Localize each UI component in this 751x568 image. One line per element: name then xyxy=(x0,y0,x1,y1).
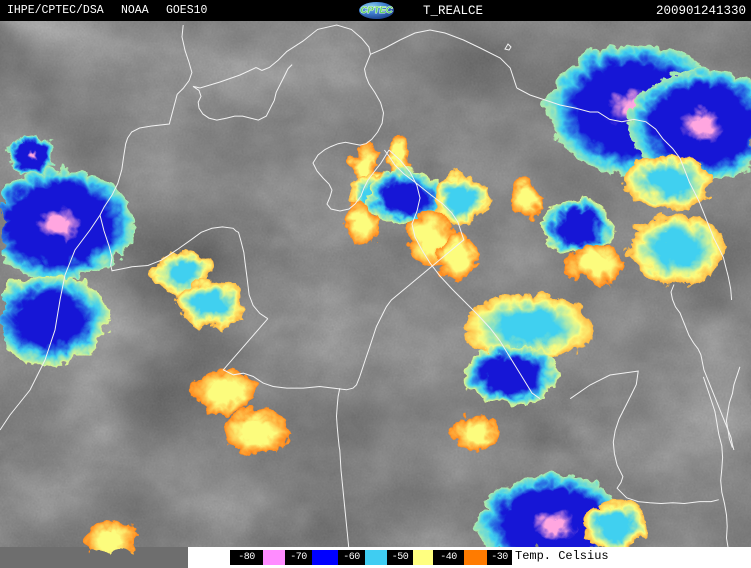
svg-text:CPTEC: CPTEC xyxy=(360,5,392,16)
